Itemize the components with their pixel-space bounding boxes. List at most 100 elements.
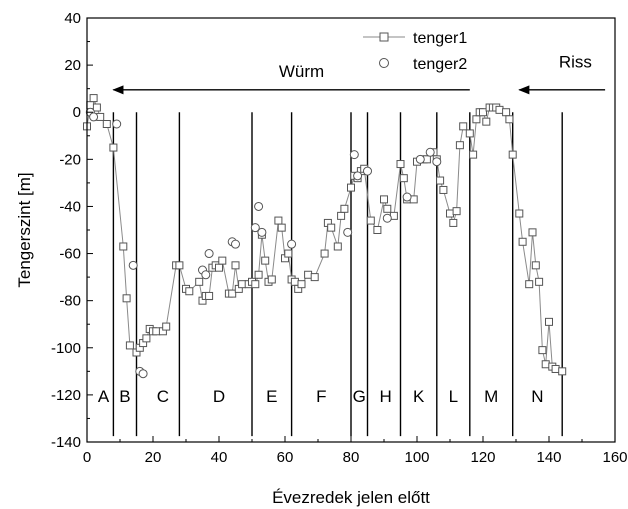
- data-point-square: [528, 228, 537, 237]
- y-tick-label: 40: [64, 10, 81, 27]
- data-point-square: [274, 216, 283, 225]
- zone-label: F: [316, 387, 326, 406]
- data-point-square: [347, 183, 355, 192]
- data-point-square: [558, 367, 567, 376]
- data-point-square: [231, 261, 240, 270]
- data-point-square: [551, 364, 560, 373]
- data-point-square: [455, 141, 464, 150]
- data-point-circle: [382, 213, 392, 223]
- y-tick-label: -60: [59, 246, 81, 263]
- data-point-circle: [250, 223, 260, 233]
- data-point-square: [459, 122, 468, 131]
- data-point-square: [195, 277, 204, 286]
- x-tick-label: 120: [470, 449, 495, 466]
- data-point-circle: [231, 239, 240, 249]
- data-point-square: [508, 150, 517, 159]
- data-point-square: [218, 256, 227, 265]
- x-tick-label: 60: [277, 449, 294, 466]
- y-tick-label: -140: [51, 434, 81, 451]
- annotation-label: Würm: [279, 62, 324, 81]
- zone-label: E: [266, 387, 277, 406]
- zone-label: L: [449, 387, 458, 406]
- data-point-square: [531, 261, 540, 270]
- data-point-square: [152, 327, 161, 336]
- y-tick-label: -120: [51, 387, 81, 404]
- data-point-square: [396, 160, 405, 169]
- series-layer: [83, 94, 567, 379]
- y-tick-label: -20: [59, 151, 81, 168]
- data-point-square: [284, 249, 293, 258]
- data-point-square: [482, 117, 491, 126]
- data-point-square: [102, 120, 111, 128]
- data-point-square: [254, 270, 263, 279]
- data-point-square: [472, 115, 481, 124]
- data-point-circle: [343, 227, 353, 237]
- data-point-circle: [363, 166, 372, 176]
- data-point-square: [380, 195, 388, 204]
- data-point-square: [446, 209, 454, 218]
- zone-label: G: [353, 387, 366, 406]
- data-point-square: [261, 256, 270, 265]
- data-point-square: [538, 346, 547, 355]
- data-point-square: [215, 263, 223, 272]
- data-point-square: [383, 204, 392, 213]
- data-point-square: [267, 275, 276, 284]
- zone-label: A: [98, 387, 110, 406]
- data-point-circle: [112, 119, 122, 129]
- data-point-square: [535, 277, 544, 286]
- data-point-circle: [432, 157, 442, 167]
- zone-label: B: [119, 387, 130, 406]
- data-point-circle: [353, 171, 363, 181]
- data-point-square: [277, 223, 286, 232]
- data-point-square: [185, 287, 194, 296]
- data-point-square: [515, 209, 524, 218]
- data-point-square: [119, 242, 128, 251]
- data-point-square: [465, 129, 474, 138]
- series-tenger2: [85, 107, 442, 379]
- data-point-square: [452, 207, 461, 216]
- zone-label: C: [157, 387, 169, 406]
- data-point-square: [86, 101, 95, 110]
- data-point-square: [290, 277, 299, 286]
- data-point-square: [304, 270, 313, 279]
- legend: tenger1 tenger2: [363, 30, 467, 73]
- data-point-square: [238, 280, 247, 289]
- data-point-square: [525, 280, 534, 289]
- y-tick-label: -100: [51, 340, 81, 357]
- data-point-square: [505, 115, 514, 124]
- data-point-square: [479, 108, 487, 117]
- data-point-square: [340, 204, 349, 213]
- data-point-circle: [201, 270, 211, 280]
- data-point-square: [541, 360, 550, 369]
- data-point-square: [89, 94, 98, 103]
- legend-marker-tenger2: [379, 58, 389, 68]
- data-point-square: [297, 280, 306, 289]
- data-point-square: [333, 242, 342, 251]
- data-point-square: [109, 143, 118, 152]
- data-point-square: [228, 289, 237, 298]
- data-point-circle: [254, 201, 264, 211]
- zone-label: M: [484, 387, 498, 406]
- data-point-square: [495, 105, 504, 114]
- x-tick-label: 80: [343, 449, 360, 466]
- data-point-square: [436, 176, 445, 185]
- data-point-square: [310, 273, 319, 282]
- zone-label: D: [213, 387, 225, 406]
- data-point-square: [327, 223, 336, 232]
- y-tick-label: 0: [73, 104, 81, 121]
- y-axis-title: Tengerszint [m]: [15, 172, 34, 287]
- data-point-square: [251, 280, 260, 289]
- data-point-square: [399, 174, 408, 183]
- data-point-circle: [287, 239, 297, 249]
- x-tick-label: 0: [83, 449, 91, 466]
- axes-layer: 0 20 40 60 80 100 120 140 160 -140 -120 -100 -80 -60 -…: [15, 10, 628, 507]
- data-point-circle: [425, 147, 435, 157]
- data-point-square: [449, 218, 458, 227]
- annotation-label: Riss: [559, 52, 592, 71]
- data-point-circle: [204, 249, 214, 259]
- x-tick-label: 20: [145, 449, 162, 466]
- data-point-square: [205, 291, 214, 300]
